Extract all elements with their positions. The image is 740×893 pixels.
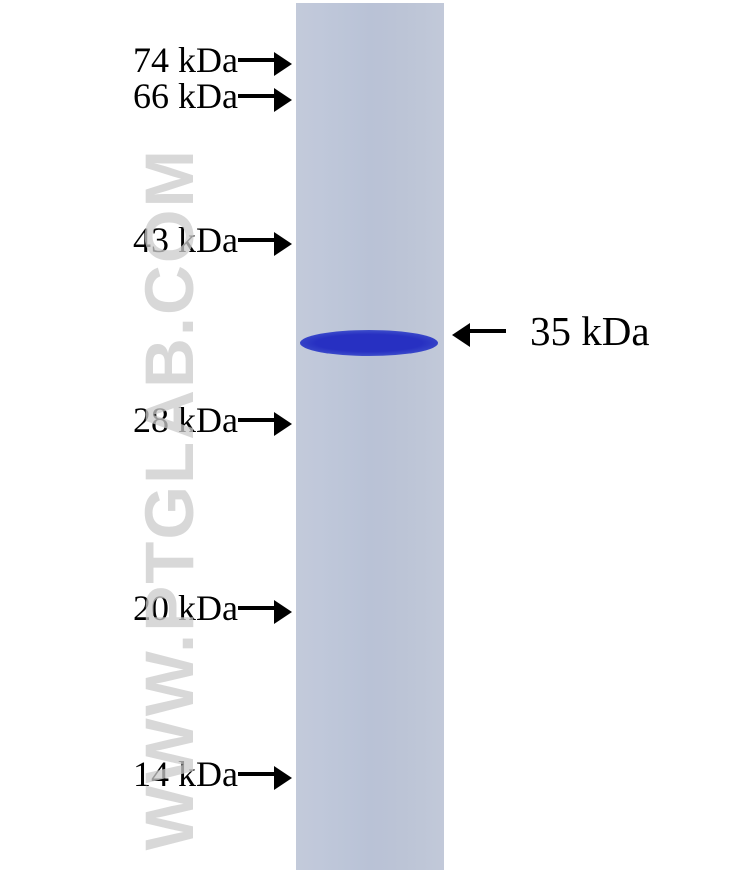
ladder-marker: 14 kDa xyxy=(0,756,296,792)
arrow-head-icon xyxy=(274,766,292,790)
arrow-right-icon xyxy=(238,94,274,98)
arrow-right-icon xyxy=(238,58,274,62)
ladder-label: 28 kDa xyxy=(133,399,238,441)
ladder-label: 43 kDa xyxy=(133,219,238,261)
arrow-head-icon xyxy=(274,232,292,256)
arrow-head-icon xyxy=(274,88,292,112)
gel-lane xyxy=(296,3,444,870)
band-size-label: 35 kDa xyxy=(530,307,650,355)
ladder-label: 14 kDa xyxy=(133,753,238,795)
arrow-head-icon xyxy=(274,412,292,436)
ladder-marker: 66 kDa xyxy=(0,78,296,114)
ladder-marker: 28 kDa xyxy=(0,402,296,438)
ladder-marker: 74 kDa xyxy=(0,42,296,78)
ladder-marker: 43 kDa xyxy=(0,222,296,258)
band-marker-right: 35 kDa xyxy=(444,309,740,353)
ladder-label: 66 kDa xyxy=(133,75,238,117)
arrow-right-icon xyxy=(238,238,274,242)
arrow-right-icon xyxy=(238,606,274,610)
ladder-label: 20 kDa xyxy=(133,587,238,629)
arrow-head-icon xyxy=(274,600,292,624)
protein-band xyxy=(300,330,438,356)
ladder-marker: 20 kDa xyxy=(0,590,296,626)
arrow-head-icon xyxy=(274,52,292,76)
arrow-right-icon xyxy=(238,772,274,776)
gel-figure: 74 kDa66 kDa 43 kDa 28 kDa 20 kDa 14 kDa 35 … xyxy=(0,0,740,893)
arrow-head-icon xyxy=(452,323,470,347)
arrow-left-icon xyxy=(470,329,506,333)
arrow-right-icon xyxy=(238,418,274,422)
